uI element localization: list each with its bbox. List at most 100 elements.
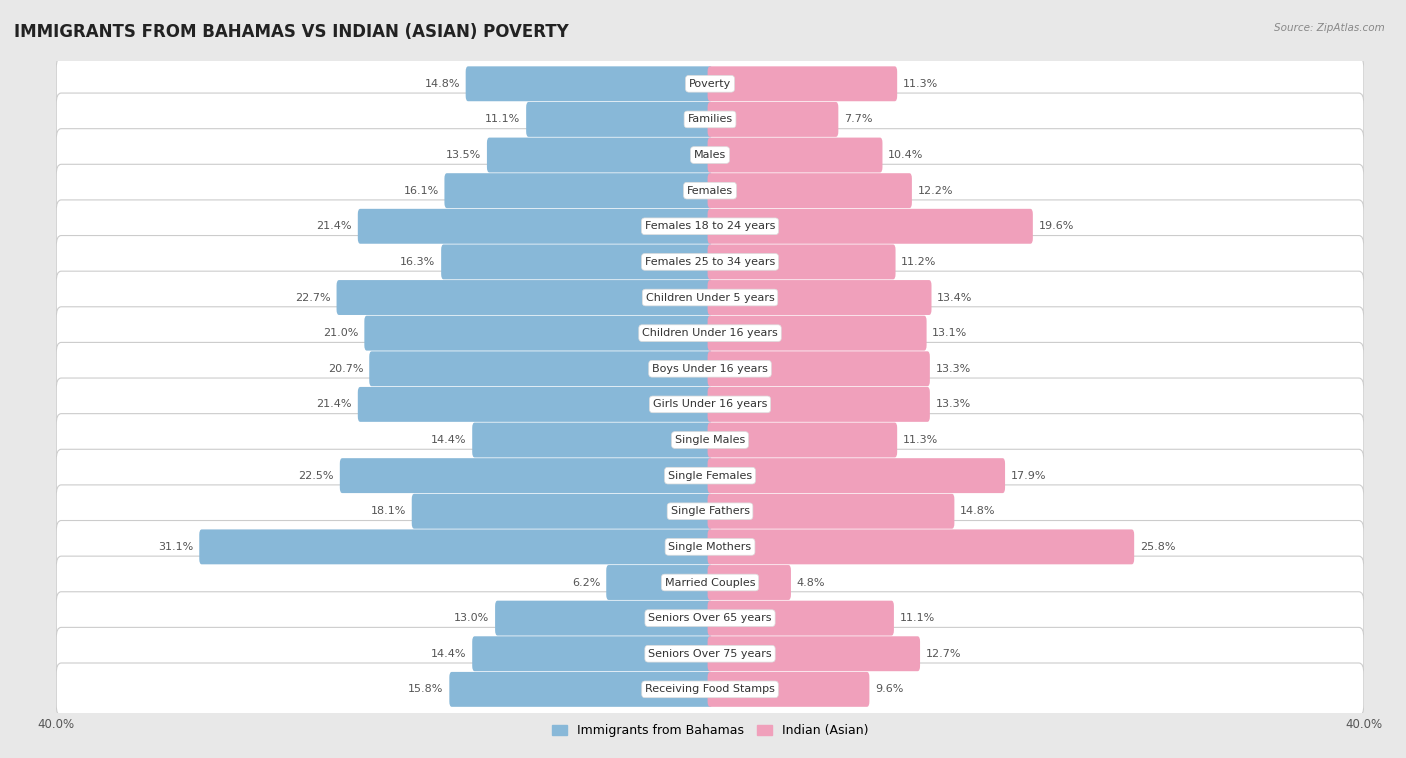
FancyBboxPatch shape [707,174,912,208]
FancyBboxPatch shape [357,208,713,244]
FancyBboxPatch shape [707,600,894,635]
Text: Seniors Over 65 years: Seniors Over 65 years [648,613,772,623]
FancyBboxPatch shape [56,485,1364,537]
Text: Source: ZipAtlas.com: Source: ZipAtlas.com [1274,23,1385,33]
FancyBboxPatch shape [56,663,1364,716]
Text: 7.7%: 7.7% [844,114,873,124]
Text: 14.4%: 14.4% [432,435,467,445]
FancyBboxPatch shape [707,138,883,173]
Text: 13.3%: 13.3% [935,399,970,409]
FancyBboxPatch shape [56,592,1364,644]
Text: 18.1%: 18.1% [371,506,406,516]
Text: 22.5%: 22.5% [298,471,335,481]
FancyBboxPatch shape [486,138,713,173]
FancyBboxPatch shape [56,414,1364,466]
Text: Males: Males [695,150,725,160]
FancyBboxPatch shape [526,102,713,137]
Text: 14.8%: 14.8% [960,506,995,516]
FancyBboxPatch shape [707,458,1005,493]
FancyBboxPatch shape [707,351,929,387]
Text: 13.1%: 13.1% [932,328,967,338]
FancyBboxPatch shape [472,422,713,458]
FancyBboxPatch shape [707,280,932,315]
FancyBboxPatch shape [707,67,897,102]
Text: 11.2%: 11.2% [901,257,936,267]
Text: Single Females: Single Females [668,471,752,481]
Text: 13.3%: 13.3% [935,364,970,374]
Text: 22.7%: 22.7% [295,293,330,302]
FancyBboxPatch shape [364,315,713,351]
Text: 31.1%: 31.1% [159,542,194,552]
FancyBboxPatch shape [56,449,1364,502]
Text: Children Under 5 years: Children Under 5 years [645,293,775,302]
FancyBboxPatch shape [56,521,1364,573]
FancyBboxPatch shape [340,458,713,493]
Text: IMMIGRANTS FROM BAHAMAS VS INDIAN (ASIAN) POVERTY: IMMIGRANTS FROM BAHAMAS VS INDIAN (ASIAN… [14,23,569,41]
Text: 11.3%: 11.3% [903,79,938,89]
FancyBboxPatch shape [707,244,896,280]
FancyBboxPatch shape [56,307,1364,359]
FancyBboxPatch shape [56,93,1364,146]
FancyBboxPatch shape [56,164,1364,217]
FancyBboxPatch shape [707,565,792,600]
Text: 17.9%: 17.9% [1011,471,1046,481]
FancyBboxPatch shape [370,351,713,387]
Text: 21.4%: 21.4% [316,399,352,409]
Text: 16.3%: 16.3% [401,257,436,267]
FancyBboxPatch shape [336,280,713,315]
Text: 11.1%: 11.1% [900,613,935,623]
Text: 14.4%: 14.4% [432,649,467,659]
Text: 13.5%: 13.5% [446,150,481,160]
Text: 13.4%: 13.4% [938,293,973,302]
FancyBboxPatch shape [56,271,1364,324]
FancyBboxPatch shape [707,636,920,671]
Text: 11.3%: 11.3% [903,435,938,445]
FancyBboxPatch shape [56,236,1364,288]
Text: 12.2%: 12.2% [918,186,953,196]
Text: 10.4%: 10.4% [889,150,924,160]
FancyBboxPatch shape [707,387,929,422]
FancyBboxPatch shape [450,672,713,706]
FancyBboxPatch shape [606,565,713,600]
Text: 6.2%: 6.2% [572,578,600,587]
Text: 20.7%: 20.7% [328,364,364,374]
FancyBboxPatch shape [56,129,1364,181]
FancyBboxPatch shape [56,628,1364,680]
Text: Married Couples: Married Couples [665,578,755,587]
FancyBboxPatch shape [56,200,1364,252]
Text: 4.8%: 4.8% [797,578,825,587]
FancyBboxPatch shape [465,67,713,102]
Text: Boys Under 16 years: Boys Under 16 years [652,364,768,374]
Legend: Immigrants from Bahamas, Indian (Asian): Immigrants from Bahamas, Indian (Asian) [547,719,873,742]
Text: Females 25 to 34 years: Females 25 to 34 years [645,257,775,267]
Text: 25.8%: 25.8% [1140,542,1175,552]
Text: Females 18 to 24 years: Females 18 to 24 years [645,221,775,231]
Text: Girls Under 16 years: Girls Under 16 years [652,399,768,409]
Text: 14.8%: 14.8% [425,79,460,89]
FancyBboxPatch shape [707,493,955,529]
FancyBboxPatch shape [707,529,1135,565]
FancyBboxPatch shape [412,493,713,529]
Text: Single Males: Single Males [675,435,745,445]
Text: Poverty: Poverty [689,79,731,89]
FancyBboxPatch shape [56,556,1364,609]
FancyBboxPatch shape [357,387,713,422]
FancyBboxPatch shape [495,600,713,635]
Text: Children Under 16 years: Children Under 16 years [643,328,778,338]
Text: 13.0%: 13.0% [454,613,489,623]
Text: 16.1%: 16.1% [404,186,439,196]
Text: 21.0%: 21.0% [323,328,359,338]
FancyBboxPatch shape [707,208,1033,244]
FancyBboxPatch shape [707,315,927,351]
FancyBboxPatch shape [200,529,713,565]
Text: Seniors Over 75 years: Seniors Over 75 years [648,649,772,659]
Text: 11.1%: 11.1% [485,114,520,124]
Text: 19.6%: 19.6% [1039,221,1074,231]
Text: 21.4%: 21.4% [316,221,352,231]
FancyBboxPatch shape [56,343,1364,395]
Text: 15.8%: 15.8% [408,684,444,694]
FancyBboxPatch shape [707,102,838,137]
FancyBboxPatch shape [472,636,713,671]
FancyBboxPatch shape [707,672,869,706]
FancyBboxPatch shape [441,244,713,280]
